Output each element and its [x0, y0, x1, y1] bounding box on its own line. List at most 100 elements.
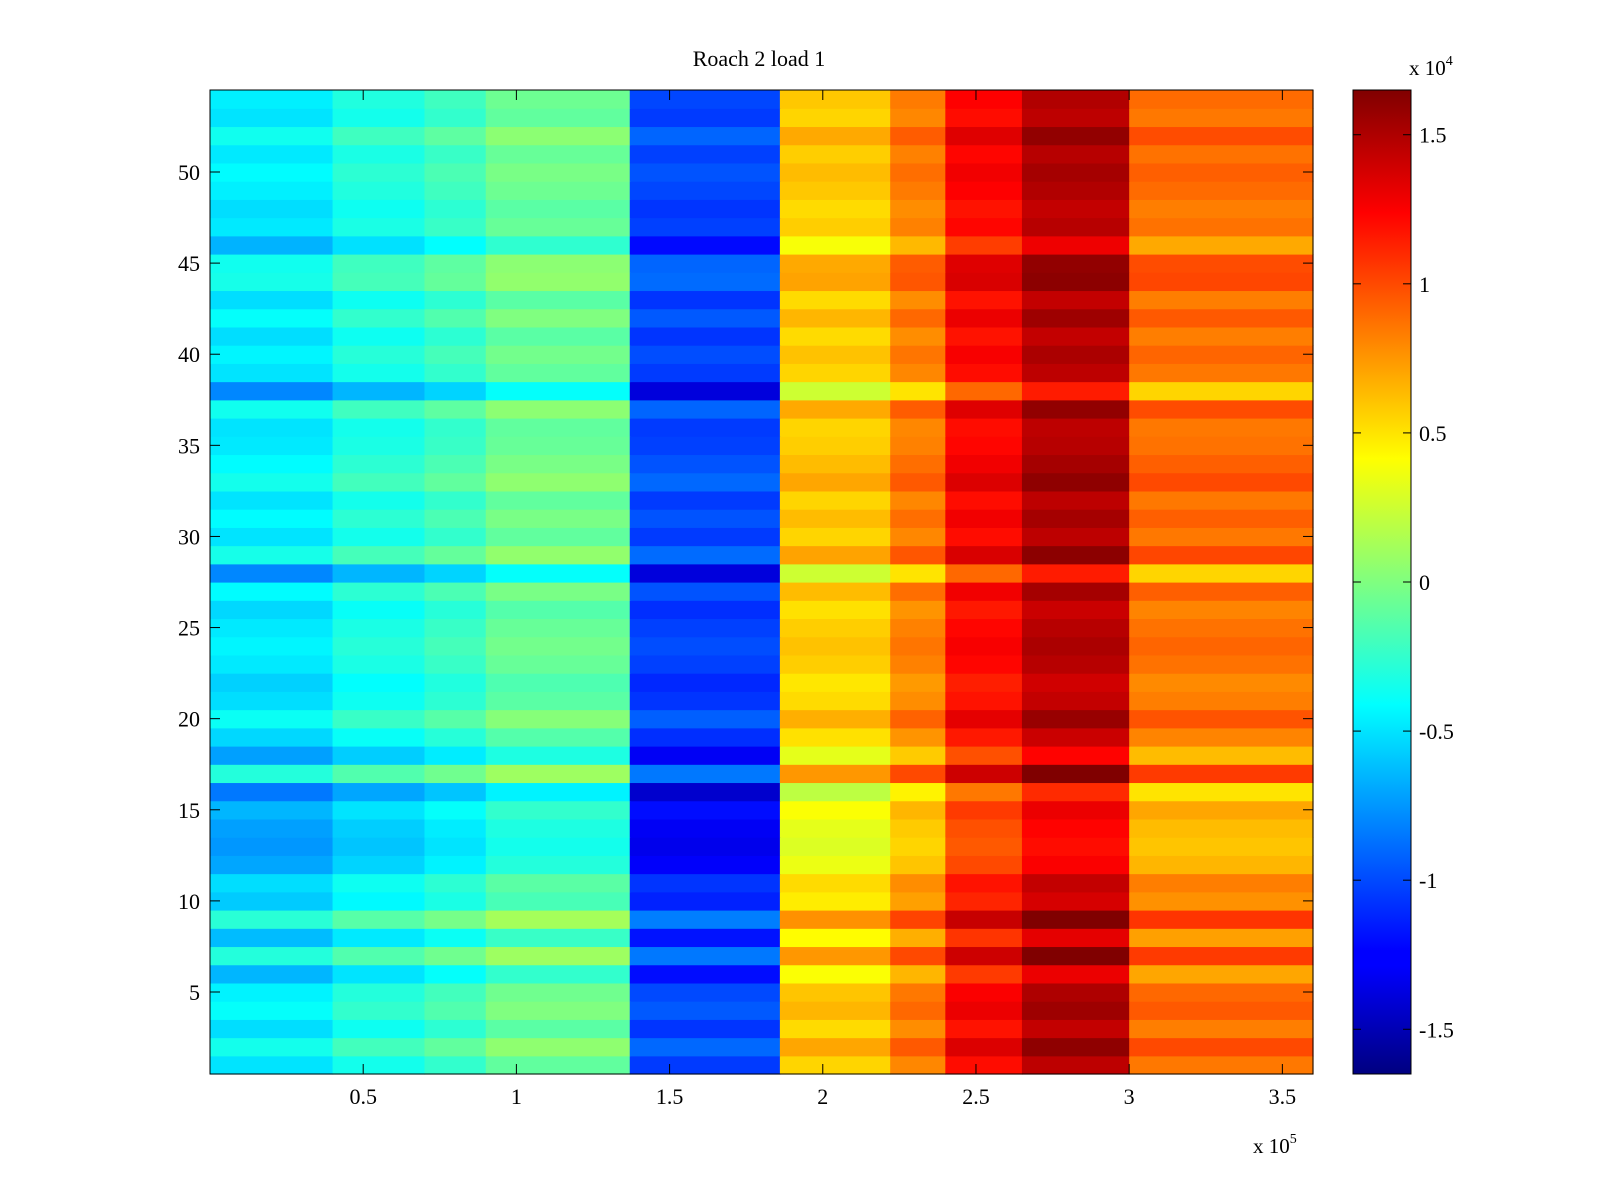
heatmap-cell [890, 326, 946, 346]
heatmap-cell [424, 254, 487, 273]
heatmap-cell [629, 363, 781, 383]
heatmap-cell [485, 818, 631, 838]
heatmap-cell [890, 345, 946, 364]
heatmap-cell [945, 490, 1023, 510]
heatmap-cell [779, 418, 891, 437]
y-tick-label: 30 [178, 524, 200, 549]
heatmap-cell [1021, 928, 1130, 948]
heatmap-cell [945, 199, 1023, 219]
heatmap-cell [629, 764, 781, 784]
heatmap-cell [890, 399, 946, 419]
heatmap-cell [629, 381, 781, 401]
heatmap-cell [424, 618, 487, 638]
heatmap-cell [210, 1055, 334, 1075]
heatmap-cell [779, 928, 891, 948]
heatmap-cell [485, 855, 631, 875]
heatmap-cell [1129, 162, 1314, 182]
heatmap-cell [424, 746, 487, 765]
heatmap-cell [1021, 345, 1130, 364]
heatmap-cell [1129, 1055, 1314, 1075]
heatmap-cell [424, 891, 487, 911]
heatmap-cell [890, 545, 946, 565]
heatmap-cell [332, 363, 426, 383]
heatmap-cell [210, 418, 334, 437]
heatmap-cell [485, 272, 631, 292]
heatmap-cell [890, 928, 946, 948]
heatmap-cell [332, 490, 426, 510]
heatmap-cell [1129, 691, 1314, 711]
heatmap-cell [945, 855, 1023, 875]
heatmap-cell [485, 126, 631, 146]
heatmap-cell [945, 782, 1023, 802]
heatmap-cell [890, 472, 946, 492]
heatmap-cell [629, 636, 781, 656]
heatmap-cell [210, 272, 334, 292]
heatmap-cell [210, 181, 334, 200]
heatmap-cell [779, 509, 891, 528]
heatmap-cell [1021, 709, 1130, 729]
heatmap-cell [485, 108, 631, 128]
heatmap-cell [945, 600, 1023, 620]
y-tick-label: 15 [178, 798, 200, 823]
heatmap-cell [890, 454, 946, 474]
heatmap-cell [945, 162, 1023, 182]
heatmap-cell [945, 418, 1023, 437]
heatmap-cell [332, 910, 426, 929]
heatmap-cell [629, 472, 781, 492]
heatmap-cell [1129, 399, 1314, 419]
heatmap-cell [424, 144, 487, 164]
heatmap-cell [945, 946, 1023, 966]
x-tick-label: 2.5 [962, 1084, 990, 1109]
heatmap-cell [424, 764, 487, 784]
heatmap-cell [1021, 326, 1130, 346]
heatmap-cell [945, 746, 1023, 765]
heatmap-cell [332, 126, 426, 146]
heatmap-cell [332, 90, 426, 109]
heatmap-cell [629, 928, 781, 948]
heatmap-cell [779, 181, 891, 200]
heatmap-cell [945, 381, 1023, 401]
heatmap-cell [945, 144, 1023, 164]
heatmap-cell [629, 254, 781, 273]
heatmap-cell [890, 563, 946, 583]
heatmap-cell [332, 982, 426, 1002]
heatmap-cell [332, 709, 426, 729]
cbar-tick-label: -0.5 [1419, 719, 1454, 744]
heatmap-cell [629, 618, 781, 638]
heatmap-cell [945, 436, 1023, 456]
heatmap-cell [1129, 946, 1314, 966]
heatmap-cell [332, 600, 426, 620]
heatmap-cell [485, 399, 631, 419]
heatmap-cell [1021, 527, 1130, 547]
heatmap-cell [424, 964, 487, 984]
heatmap-cell [485, 891, 631, 911]
heatmap-cell [485, 618, 631, 638]
heatmap-cell [424, 654, 487, 674]
heatmap-cell [424, 636, 487, 656]
heatmap-cell [424, 399, 487, 419]
heatmap-cell [1129, 1037, 1314, 1057]
x-tick-label: 2 [817, 1084, 828, 1109]
heatmap-cell [779, 891, 891, 911]
heatmap-cell [890, 964, 946, 984]
heatmap-cell [629, 873, 781, 893]
heatmap-cell [1129, 727, 1314, 747]
heatmap-cell [332, 436, 426, 456]
heatmap-cell [424, 345, 487, 364]
heatmap-cell [779, 363, 891, 383]
heatmap-cell [1021, 600, 1130, 620]
heatmap-cell [332, 527, 426, 547]
heatmap-cell [1129, 490, 1314, 510]
heatmap-cell [890, 90, 946, 109]
heatmap-cell [1021, 691, 1130, 711]
heatmap-cell [332, 290, 426, 310]
heatmap-cell [424, 126, 487, 146]
x-tick-label: 3 [1124, 1084, 1135, 1109]
heatmap-cell [210, 673, 334, 692]
colorbar [1352, 89, 1412, 1075]
heatmap-cell [210, 636, 334, 656]
heatmap-cell [779, 818, 891, 838]
heatmap-cell [332, 946, 426, 966]
heatmap-cell [332, 691, 426, 711]
heatmap-cell [945, 126, 1023, 146]
